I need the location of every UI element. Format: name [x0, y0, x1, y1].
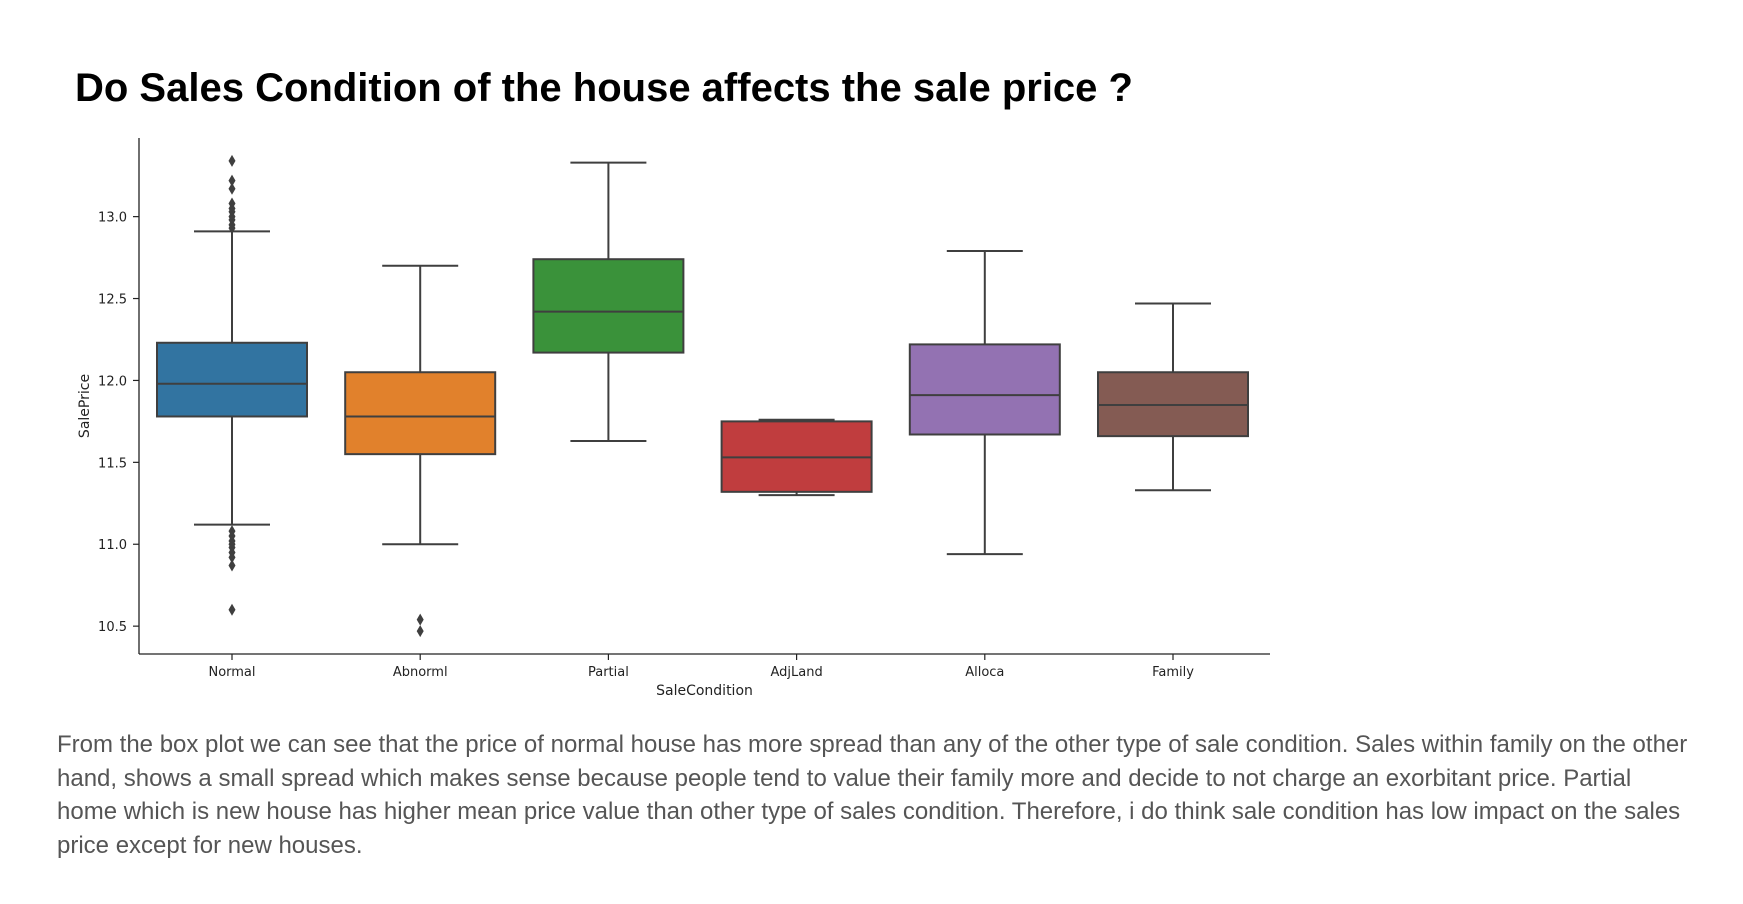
x-axis-label: SaleCondition: [656, 683, 753, 699]
box-iqr: [156, 341, 308, 418]
box-iqr: [532, 258, 685, 354]
x-tick-label: Alloca: [965, 665, 1004, 680]
box-iqr: [344, 371, 497, 456]
box-iqr: [908, 343, 1061, 436]
outlier-point: [228, 603, 236, 616]
box-normal: [156, 154, 308, 616]
y-tick-label: 10.5: [98, 620, 127, 635]
x-tick-label: Family: [1152, 665, 1194, 680]
box-alloca: [908, 250, 1061, 556]
box-adjland: [720, 418, 873, 497]
box-partial: [532, 161, 685, 443]
y-tick-label: 12.5: [98, 293, 127, 308]
box-plot-chart: 10.5 11.0 11.5 12.0 12.5 13.0 Normal Abnorml Par…: [77, 138, 1270, 699]
outlier-point: [228, 222, 236, 235]
box-family: [1097, 302, 1249, 492]
x-tick-label: Normal: [208, 665, 255, 680]
outlier-point: [416, 613, 424, 626]
y-tick-label: 13.0: [98, 211, 127, 226]
analysis-caption: From the box plot we can see that the pr…: [57, 731, 1688, 859]
x-tick-label: Partial: [588, 665, 629, 680]
y-tick-label: 12.0: [98, 374, 127, 389]
outlier-point: [228, 182, 236, 195]
chart-axes: 10.5 11.0 11.5 12.0 12.5 13.0 Normal Abnorml Par…: [98, 138, 1270, 680]
box-abnorml: [344, 264, 497, 638]
outlier-point: [228, 174, 236, 187]
page-title: Do Sales Condition of the house affects …: [75, 66, 1133, 110]
outlier-point: [228, 559, 236, 572]
outlier-point: [228, 154, 236, 167]
y-tick-label: 11.5: [98, 456, 127, 471]
chart-boxes: [156, 154, 1249, 638]
x-tick-label: Abnorml: [393, 665, 448, 680]
outlier-point: [416, 625, 424, 638]
x-tick-label: AdjLand: [770, 665, 822, 680]
y-axis-label: SalePrice: [77, 374, 93, 438]
y-tick-label: 11.0: [98, 538, 127, 553]
outlier-point: [228, 551, 236, 564]
